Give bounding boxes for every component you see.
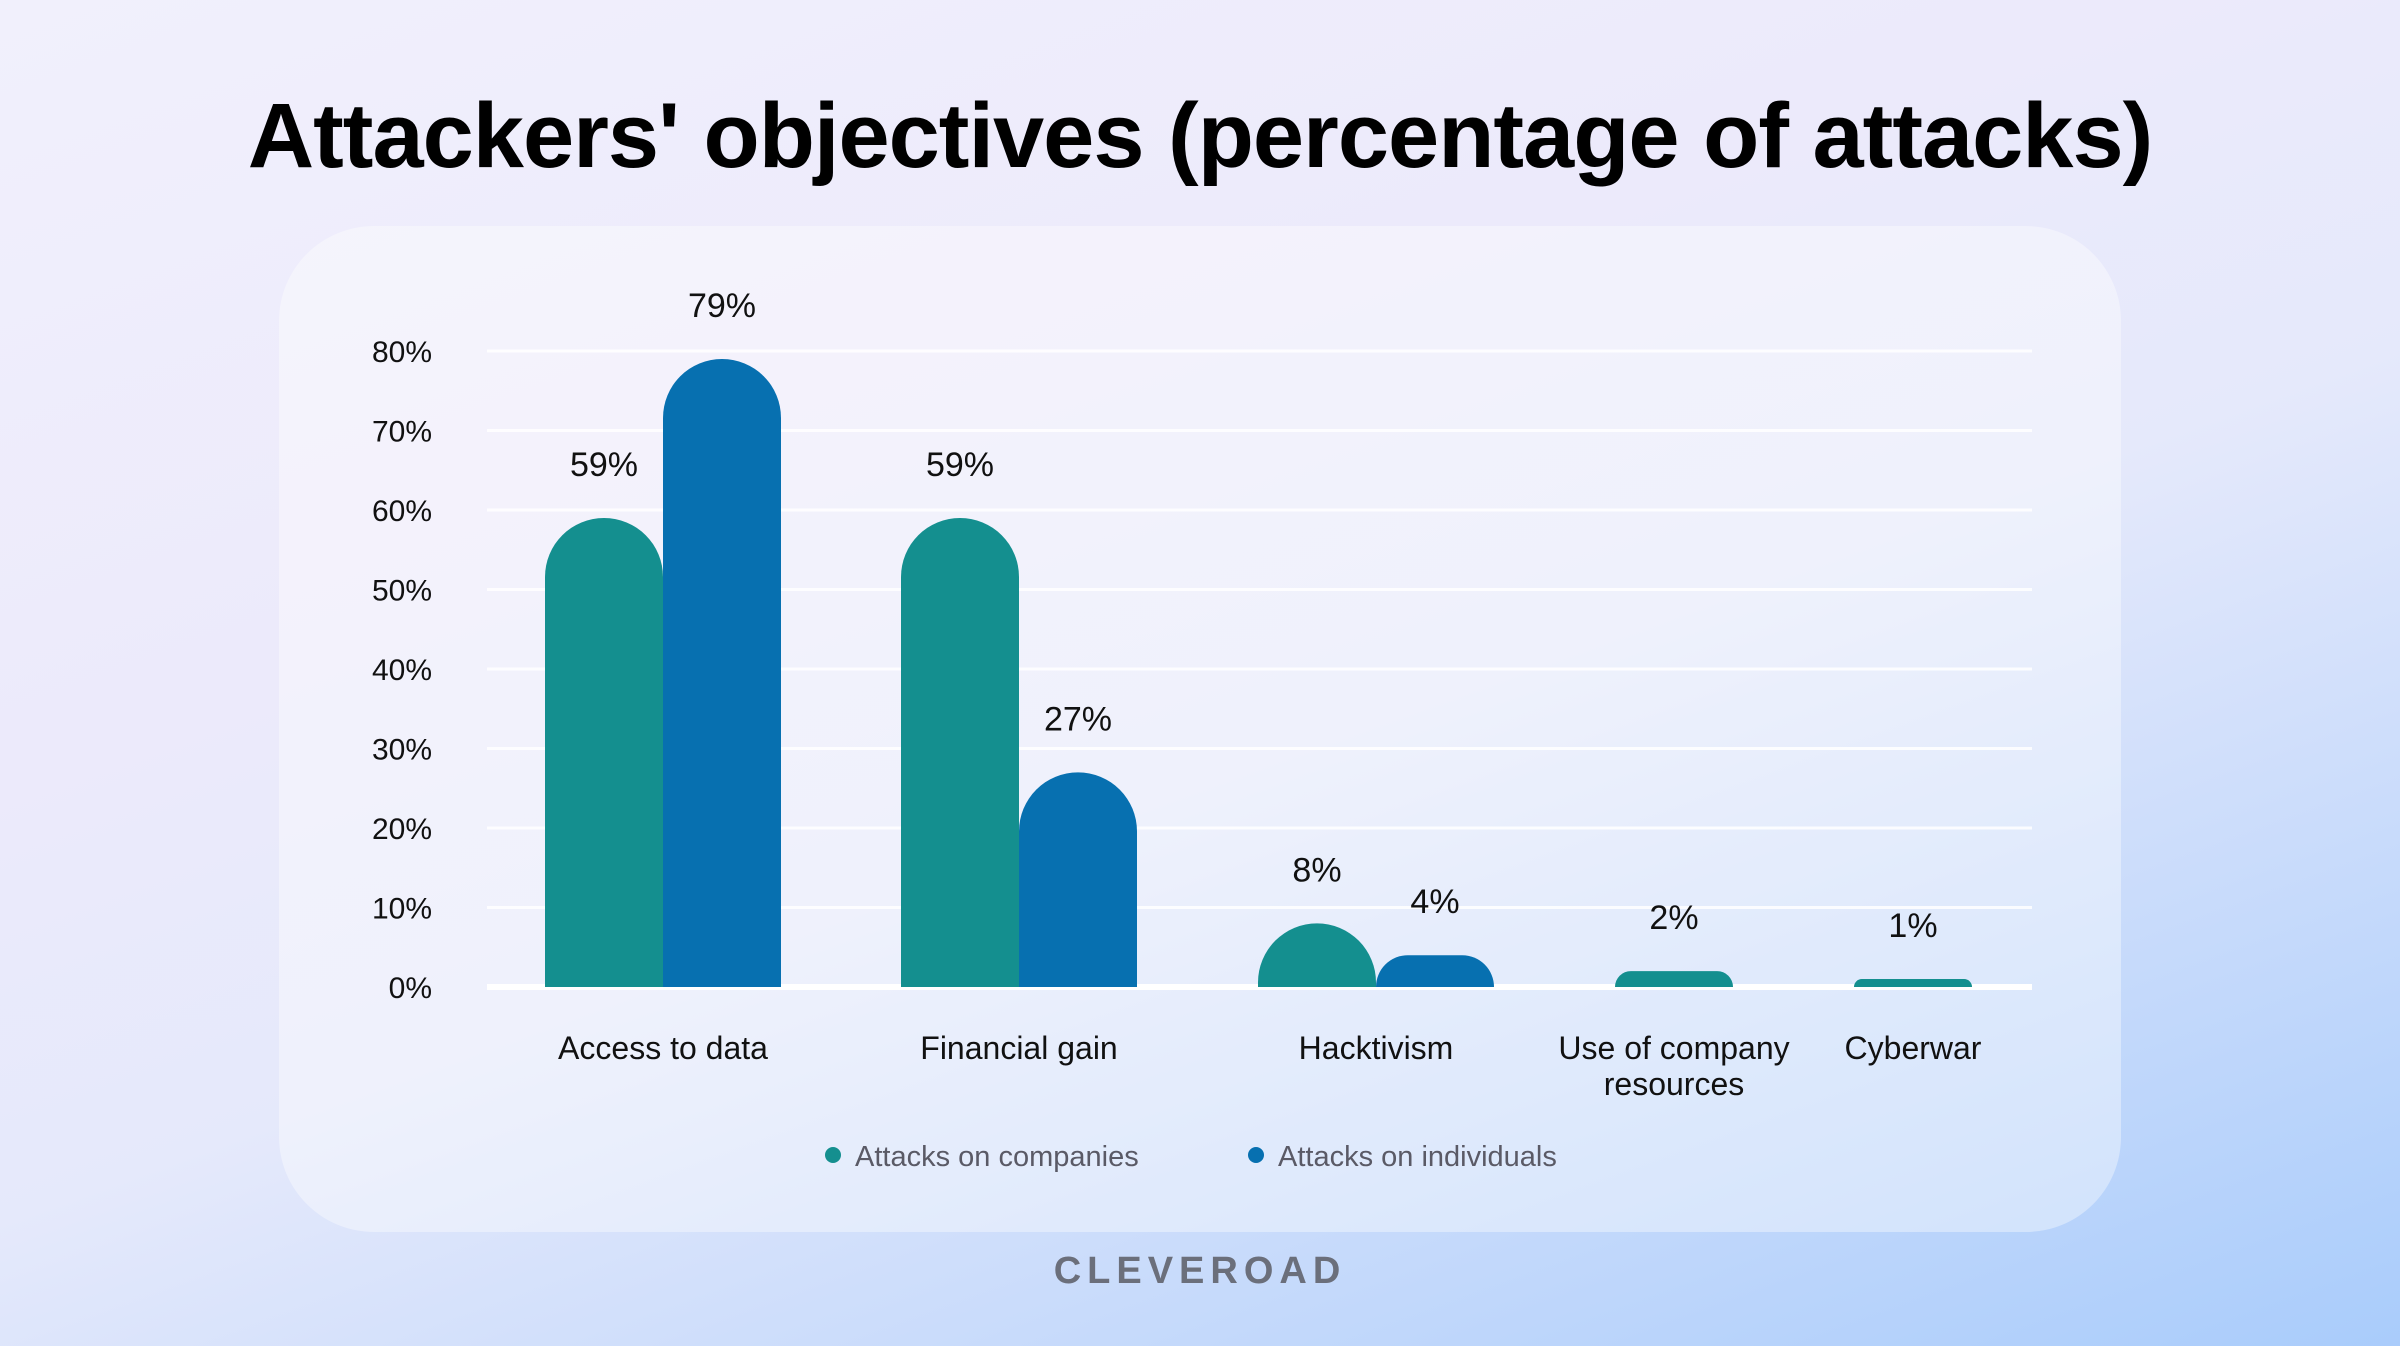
x-category-label: Access to data <box>558 1030 768 1066</box>
legend-label: Attacks on individuals <box>1278 1141 1557 1173</box>
chart-title: Attackers' objectives (percentage of att… <box>247 85 2154 187</box>
bar-individuals <box>663 358 781 987</box>
y-tick-label: 50% <box>372 575 432 608</box>
legend-item: Attacks on companies <box>825 1141 1139 1173</box>
y-tick-label: 0% <box>389 972 432 1005</box>
data-label: 59% <box>570 446 638 484</box>
brand-logo: CLEVEROAD <box>1053 1250 1347 1292</box>
x-axis-categories: Access to data Financial gain Hacktivism Us… <box>558 1030 1982 1102</box>
data-label: 2% <box>1649 899 1698 937</box>
x-category-label: Cyberwar <box>1845 1030 1982 1066</box>
y-tick-label: 40% <box>372 654 432 687</box>
bar-companies <box>1258 923 1376 987</box>
legend: Attacks on companies Attacks on individua… <box>825 1141 1557 1173</box>
data-label: 1% <box>1888 907 1937 945</box>
y-tick-label: 60% <box>372 495 432 528</box>
bar-individuals <box>1019 772 1137 987</box>
data-label: 8% <box>1292 851 1341 889</box>
bar-companies <box>1854 979 1972 987</box>
data-label: 59% <box>926 446 994 484</box>
y-tick-label: 20% <box>372 813 432 846</box>
legend-label: Attacks on companies <box>855 1141 1139 1173</box>
bar-individuals <box>1376 955 1494 987</box>
bar-companies <box>1615 971 1733 987</box>
y-tick-label: 70% <box>372 416 432 449</box>
y-tick-label: 80% <box>372 336 432 369</box>
y-tick-label: 30% <box>372 734 432 767</box>
legend-item: Attacks on individuals <box>1248 1141 1557 1173</box>
bar-companies <box>545 517 663 987</box>
legend-swatch <box>825 1147 841 1163</box>
y-tick-label: 10% <box>372 893 432 926</box>
y-axis-ticks: 0% 10% 20% 30% 40% 50% 60% 70% 80% <box>372 336 432 1005</box>
bars <box>545 358 1972 987</box>
x-category-label: Hacktivism <box>1299 1030 1454 1066</box>
value-labels: 59% 79% 59% 27% 8% 4% 2% 1% <box>570 287 1938 945</box>
data-label: 27% <box>1044 700 1112 738</box>
legend-swatch <box>1248 1147 1264 1163</box>
bottom-edge <box>0 1346 2400 1351</box>
data-label: 79% <box>688 287 756 325</box>
x-category-label: Financial gain <box>920 1030 1117 1066</box>
bar-companies <box>901 517 1019 987</box>
data-label: 4% <box>1410 883 1459 921</box>
x-category-label: Use of company resources <box>1558 1030 1789 1102</box>
